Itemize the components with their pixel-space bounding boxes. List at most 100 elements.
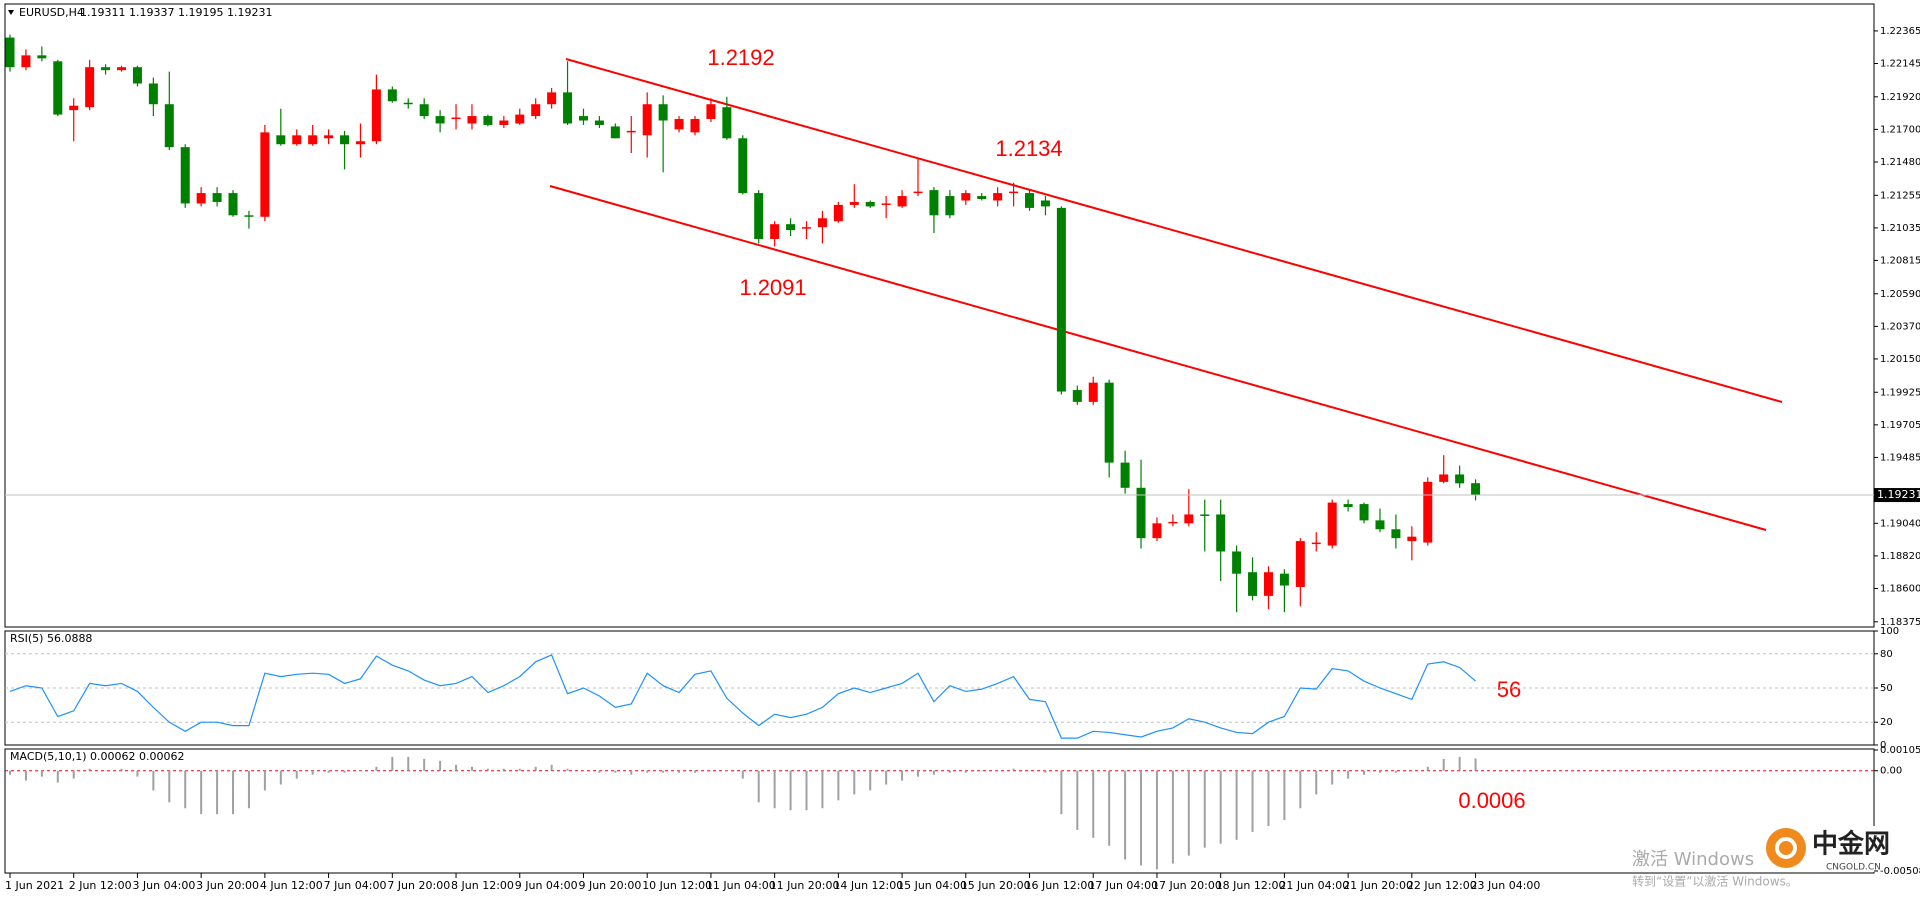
- candle-body: [977, 196, 987, 200]
- y-tick-label: 1.20370: [1880, 321, 1920, 332]
- macd-bar: [678, 770, 681, 773]
- y-tick-label: 100: [1880, 626, 1899, 637]
- macd-bar: [104, 770, 107, 772]
- macd-bar: [869, 770, 872, 791]
- macd-bar: [948, 770, 951, 773]
- candle-body: [1327, 502, 1337, 546]
- macd-bar: [805, 770, 808, 811]
- macd-bar: [40, 770, 43, 777]
- x-tick-label: 10 Jun 12:00: [642, 879, 712, 892]
- macd-bar: [566, 768, 569, 771]
- candle-body: [817, 218, 827, 228]
- macd-bar: [662, 770, 665, 773]
- macd-bar: [1187, 770, 1190, 856]
- logo-site: CNGOLD.CN: [1826, 863, 1881, 873]
- macd-bar: [295, 770, 298, 779]
- macd-bar: [1442, 758, 1445, 771]
- logo-icon: [1766, 828, 1806, 868]
- candle-body: [85, 67, 95, 108]
- candle-body: [212, 193, 222, 202]
- candle-body: [1216, 514, 1226, 552]
- macd-bar: [1251, 770, 1254, 832]
- candle-body: [164, 104, 174, 148]
- y-tick-label: 50: [1880, 683, 1893, 694]
- candle-body: [993, 193, 1003, 201]
- x-tick-label: 11 Jun 20:00: [770, 879, 840, 892]
- macd-bar: [1474, 758, 1477, 771]
- y-tick-label: 1.20590: [1880, 289, 1920, 300]
- candle-body: [117, 67, 127, 71]
- macd-bar: [1060, 770, 1063, 815]
- y-tick-label: 20: [1880, 717, 1893, 728]
- candle-body: [451, 117, 461, 120]
- candle-body: [5, 37, 15, 68]
- candle-body: [658, 104, 668, 121]
- candle-body: [340, 135, 350, 145]
- candle-body: [722, 107, 732, 139]
- current-price-label: 1.19231: [1877, 488, 1920, 501]
- macd-bar: [152, 770, 155, 791]
- macd-bar: [1267, 770, 1270, 826]
- macd-bar: [1171, 770, 1174, 864]
- candle-body: [101, 67, 111, 71]
- macd-bar: [1299, 770, 1302, 809]
- x-tick-label: 2 Jun 12:00: [69, 879, 132, 892]
- y-tick-label: 0.00105: [1880, 745, 1920, 756]
- candle-body: [786, 224, 796, 231]
- macd-bar: [311, 770, 314, 775]
- candle-body: [690, 119, 700, 133]
- y-tick-label: 1.22145: [1880, 58, 1920, 69]
- macd-bar: [1235, 770, 1238, 840]
- candle-body: [754, 193, 764, 239]
- macd-bar: [1028, 770, 1031, 772]
- current-price-box: [1874, 488, 1920, 503]
- macd-bar: [1347, 770, 1350, 779]
- candle-body: [419, 104, 429, 117]
- macd-bar: [741, 770, 744, 779]
- candle-body: [132, 67, 142, 84]
- candle-body: [180, 147, 190, 204]
- candle-body: [1279, 573, 1289, 586]
- candle-body: [435, 116, 445, 124]
- annotation: 1.2134: [995, 136, 1062, 161]
- macd-bar: [1426, 766, 1429, 771]
- menu-arrow[interactable]: [8, 10, 14, 15]
- candle-body: [610, 126, 620, 139]
- candle-body: [1311, 542, 1321, 545]
- macd-bar: [184, 770, 187, 809]
- macd-bar: [375, 766, 378, 771]
- x-tick-label: 3 Jun 20:00: [196, 879, 259, 892]
- candle-body: [913, 191, 923, 194]
- macd-bar: [1076, 770, 1079, 830]
- candle-body: [1391, 529, 1401, 539]
- candle-body: [594, 120, 604, 125]
- candle-body: [1407, 536, 1417, 542]
- y-tick-label: -0.00508: [1880, 866, 1920, 877]
- candle-body: [244, 215, 254, 217]
- candle-body: [897, 196, 907, 207]
- candle-body: [881, 203, 891, 205]
- candle-body: [21, 55, 31, 68]
- macd-bar: [518, 768, 521, 771]
- x-tick-label: 15 Jun 04:00: [897, 879, 967, 892]
- rsi-title: RSI(5) 56.0888: [10, 632, 92, 645]
- candle-body: [292, 135, 302, 145]
- macd-bar: [885, 770, 888, 785]
- candle-body: [1423, 481, 1433, 543]
- macd-bar: [932, 770, 935, 775]
- rsi-panel: [4, 630, 1875, 746]
- x-tick-label: 3 Jun 04:00: [132, 879, 195, 892]
- x-tick-label: 15 Jun 20:00: [961, 879, 1031, 892]
- candle-body: [865, 201, 875, 207]
- candle-body: [738, 138, 748, 194]
- x-tick-label: 1 Jun 2021: [5, 879, 64, 892]
- macd-bar: [1378, 770, 1381, 773]
- macd-bar: [407, 756, 410, 771]
- macd-bar: [630, 770, 633, 775]
- annotation: 1.2091: [739, 275, 806, 300]
- macd-bar: [56, 770, 59, 783]
- y-tick-label: 1.18820: [1880, 551, 1920, 562]
- x-tick-label: 7 Jun 04:00: [324, 879, 387, 892]
- candle-body: [228, 193, 238, 216]
- y-tick-label: 1.20815: [1880, 255, 1920, 266]
